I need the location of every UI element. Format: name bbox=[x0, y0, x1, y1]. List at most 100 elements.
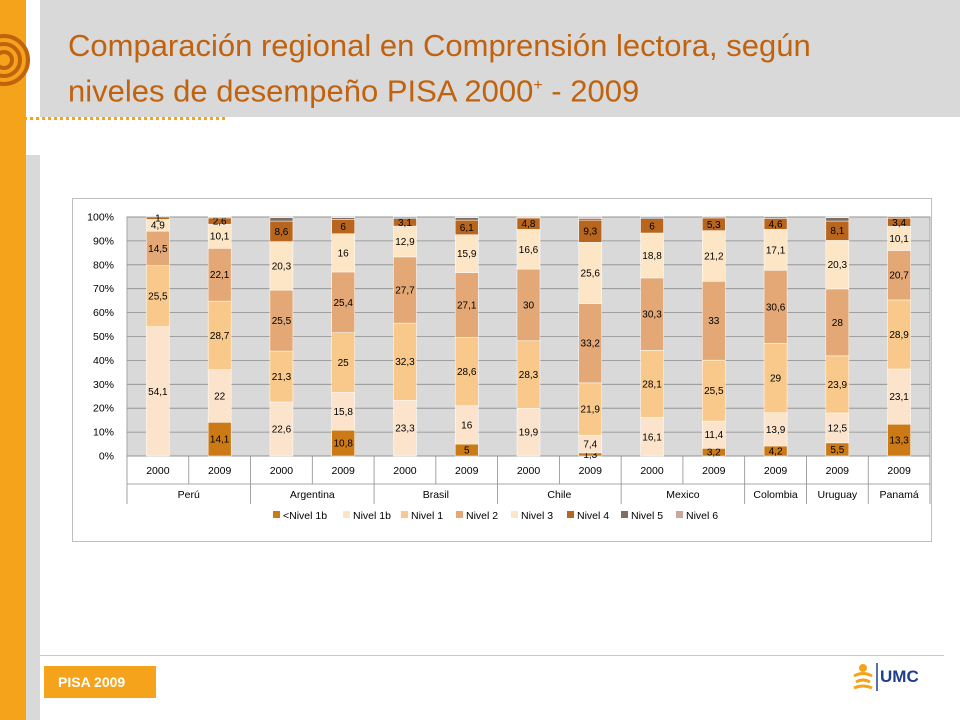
data-label: 25,4 bbox=[333, 298, 353, 309]
data-label: 17,1 bbox=[766, 245, 786, 256]
data-label: 22,1 bbox=[210, 270, 230, 281]
data-label: 28,7 bbox=[210, 331, 230, 342]
pisa-badge: PISA 2009 bbox=[44, 666, 156, 698]
data-label: 6,1 bbox=[460, 223, 474, 234]
y-tick-label: 0% bbox=[99, 451, 114, 463]
bar-segment bbox=[331, 217, 355, 220]
logo-text: UMC bbox=[880, 667, 919, 686]
data-label: 4,6 bbox=[769, 219, 783, 230]
x-tick-label: 2000 bbox=[640, 465, 664, 477]
group-label: Perú bbox=[178, 489, 200, 501]
data-label: 25,6 bbox=[581, 268, 601, 279]
data-label: 3,2 bbox=[707, 448, 721, 459]
data-label: 21,3 bbox=[272, 372, 292, 383]
data-label: 33 bbox=[708, 316, 720, 327]
data-label: 20,7 bbox=[889, 271, 909, 282]
data-label: 13,9 bbox=[766, 425, 786, 436]
data-label: 11,4 bbox=[704, 430, 723, 441]
data-label: 5,5 bbox=[830, 445, 844, 456]
data-label: 10,1 bbox=[889, 234, 909, 245]
legend-entry: Nivel 3 bbox=[521, 510, 553, 522]
group-label: Argentina bbox=[290, 489, 335, 501]
footer-divider bbox=[40, 655, 944, 656]
title-line-1: Comparación regional en Comprensión lect… bbox=[68, 28, 811, 63]
data-label: 23,3 bbox=[395, 424, 415, 435]
x-tick-label: 2009 bbox=[887, 465, 911, 477]
data-label: 1,3 bbox=[583, 450, 597, 461]
data-label: 2,6 bbox=[213, 217, 227, 228]
bar-segment bbox=[763, 216, 788, 219]
data-label: 33,2 bbox=[581, 339, 601, 350]
title-line-2: niveles de desempeño PISA 2000 bbox=[68, 73, 534, 109]
swirl-logo-icon bbox=[0, 34, 30, 86]
data-label: 10,1 bbox=[210, 232, 230, 243]
group-label: Uruguay bbox=[817, 489, 857, 501]
y-tick-label: 80% bbox=[93, 259, 114, 271]
x-tick-label: 2000 bbox=[146, 465, 170, 477]
data-label: 30,3 bbox=[642, 310, 662, 321]
bar-segment bbox=[702, 216, 726, 219]
data-label: 5,3 bbox=[707, 220, 721, 231]
y-tick-label: 100% bbox=[87, 212, 114, 224]
data-label: 22,6 bbox=[272, 424, 292, 435]
data-label: 28,3 bbox=[519, 370, 539, 381]
x-tick-label: 2009 bbox=[208, 465, 232, 477]
x-tick-label: 2000 bbox=[393, 465, 417, 477]
data-label: 15,9 bbox=[457, 249, 477, 260]
legend-entry: <Nivel 1b bbox=[283, 510, 327, 522]
data-label: 5 bbox=[464, 446, 470, 457]
x-tick-label: 2009 bbox=[826, 465, 850, 477]
data-label: 25,5 bbox=[272, 316, 292, 327]
group-label: Colombia bbox=[753, 489, 798, 501]
group-label: Mexico bbox=[666, 489, 699, 501]
chart-frame: 0% 10% 20% 30% 40% 50% 60% 70% 80% 90% 100% 54,1 25,… bbox=[72, 198, 932, 542]
bar-segment bbox=[825, 216, 850, 218]
data-label: 4,9 bbox=[151, 221, 165, 232]
x-tick-label: 2009 bbox=[455, 465, 479, 477]
data-label: 10,8 bbox=[333, 439, 353, 450]
data-label: 16 bbox=[338, 248, 350, 259]
data-label: 22 bbox=[214, 392, 226, 403]
data-label: 54,1 bbox=[148, 387, 168, 398]
data-label: 3,4 bbox=[892, 218, 906, 229]
umc-logo-icon bbox=[853, 663, 878, 691]
data-label: 13,3 bbox=[889, 436, 909, 447]
data-label: 3,1 bbox=[398, 218, 412, 229]
data-label: 28 bbox=[832, 318, 844, 329]
data-label: 4,8 bbox=[522, 219, 536, 230]
y-tick-label: 20% bbox=[93, 403, 114, 415]
data-label: 8,1 bbox=[830, 226, 844, 237]
legend-entry: Nivel 4 bbox=[577, 510, 609, 522]
data-label: 28,6 bbox=[457, 367, 477, 378]
legend-swatch bbox=[456, 511, 463, 518]
y-tick-label: 70% bbox=[93, 283, 114, 295]
data-label: 27,1 bbox=[457, 301, 477, 312]
legend-swatch bbox=[621, 511, 628, 518]
data-label: 7,4 bbox=[583, 440, 597, 451]
bar-segment bbox=[578, 216, 603, 219]
data-label: 9,3 bbox=[583, 227, 597, 238]
data-label: 25 bbox=[338, 358, 350, 369]
y-tick-label: 10% bbox=[93, 427, 114, 439]
data-label: 8,6 bbox=[274, 227, 288, 238]
data-label: 4,2 bbox=[769, 446, 783, 457]
y-tick-label: 60% bbox=[93, 307, 114, 319]
data-label: 18,8 bbox=[642, 251, 662, 262]
legend-swatch bbox=[511, 511, 518, 518]
legend-swatch bbox=[401, 511, 408, 518]
data-label: 28,1 bbox=[642, 379, 662, 390]
legend-swatch bbox=[343, 511, 350, 518]
y-tick-label: 40% bbox=[93, 355, 114, 367]
data-label: 32,3 bbox=[395, 357, 415, 368]
data-label: 15,8 bbox=[333, 407, 353, 418]
x-tick-label: 2000 bbox=[517, 465, 541, 477]
data-label: 29 bbox=[770, 374, 782, 385]
x-tick-label: 2000 bbox=[270, 465, 294, 477]
legend-entry: Nivel 1 bbox=[411, 510, 443, 522]
data-label: 28,9 bbox=[889, 330, 909, 341]
title-tail: - 2009 bbox=[542, 73, 640, 109]
legend-entry: Nivel 5 bbox=[631, 510, 663, 522]
data-label: 20,3 bbox=[828, 260, 848, 271]
data-label: 25,5 bbox=[704, 386, 724, 397]
x-tick-label: 2009 bbox=[579, 465, 603, 477]
